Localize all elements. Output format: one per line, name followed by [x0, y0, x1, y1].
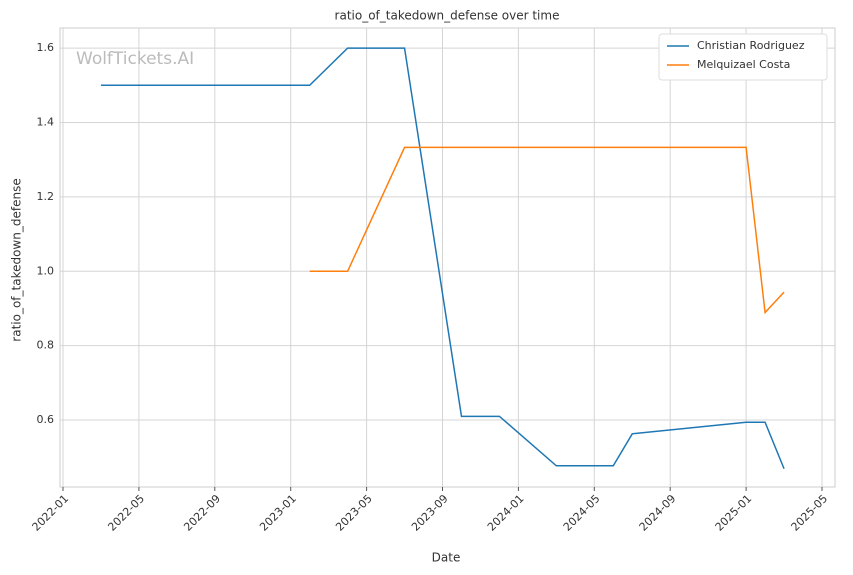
series-line — [100, 47, 785, 470]
x-tick-label: 2022-01 — [30, 492, 72, 534]
y-tick-label: 1.2 — [37, 190, 55, 203]
plot-area — [59, 27, 836, 488]
x-axis-label: Date — [432, 551, 461, 565]
watermark: WolfTickets.AI — [76, 49, 194, 69]
x-tick-label: 2023-05 — [333, 492, 375, 534]
legend-box — [658, 33, 828, 81]
x-tick-label: 2022-05 — [105, 492, 147, 534]
legend-label: Christian Rodriguez — [697, 39, 805, 52]
y-tick-label: 0.8 — [37, 339, 55, 352]
y-tick-label: 1.4 — [37, 115, 55, 128]
y-axis-label: ratio_of_takedown_defense — [10, 178, 24, 341]
y-tick-label: 1.6 — [37, 41, 55, 54]
legend-label: Melquizael Costa — [697, 58, 790, 71]
x-tick-label: 2023-01 — [257, 492, 299, 534]
legend: Christian Rodriguez Melquizael Costa — [658, 33, 828, 81]
chart-title: ratio_of_takedown_defense over time — [335, 9, 560, 23]
x-tick-label: 2025-01 — [713, 492, 755, 534]
series-line — [309, 146, 785, 315]
x-tick-label: 2024-01 — [485, 492, 527, 534]
x-tick-label: 2024-09 — [637, 492, 679, 534]
x-tick-label: 2022-09 — [181, 492, 223, 534]
x-tick-label: 2025-05 — [789, 492, 831, 534]
x-tick-label: 2023-09 — [409, 492, 451, 534]
x-tick-label: 2024-05 — [561, 492, 603, 534]
y-tick-label: 0.6 — [37, 413, 55, 426]
y-tick-label: 1.0 — [37, 264, 55, 277]
